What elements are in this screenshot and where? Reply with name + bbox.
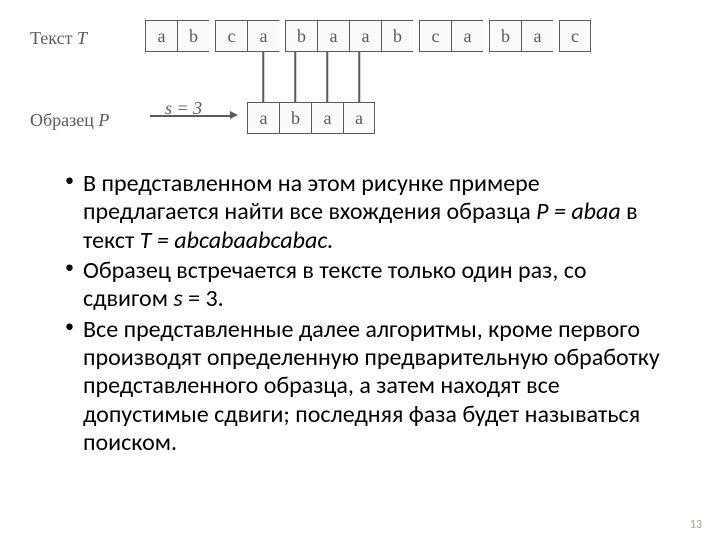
text-cell: c xyxy=(215,20,247,52)
text-T-label: Текст T xyxy=(30,28,87,49)
text-cell: a xyxy=(451,20,483,52)
string-match-diagram: Текст T Образец P s = 3 abcabaabcabac ab… xyxy=(30,10,690,160)
text-cell: b xyxy=(381,20,413,52)
pattern-cell: a xyxy=(311,102,343,134)
bullet-text: Образец встречается в тексте только один… xyxy=(83,256,587,313)
text-cell: b xyxy=(177,20,209,52)
connector-line xyxy=(279,52,311,102)
text-cell: a xyxy=(145,20,177,52)
pattern-cell: b xyxy=(279,102,311,134)
arrow-line xyxy=(150,115,230,117)
bullet-var: s xyxy=(173,284,182,313)
bullet-text: Все представленные далее алгоритмы, кром… xyxy=(83,315,660,457)
page-number: 13 xyxy=(690,518,702,532)
text-cell: b xyxy=(489,20,521,52)
text-cell: c xyxy=(559,20,591,52)
pattern-P-cells: abaa xyxy=(247,102,375,134)
pattern-cell: a xyxy=(343,102,375,134)
match-connectors xyxy=(247,52,375,102)
bullet-text: = 3. xyxy=(183,284,224,313)
connector-line xyxy=(343,52,375,102)
bullet-text: В представленном на этом рисунке примере… xyxy=(83,169,540,226)
connector-line xyxy=(247,52,279,102)
bullet-item: В представленном на этом рисунке примере… xyxy=(65,170,665,255)
pattern-label-word: Образец xyxy=(30,110,94,130)
pattern-cell: a xyxy=(247,102,279,134)
bullet-var: Т = abcabaabcabac. xyxy=(140,226,334,255)
text-cell: b xyxy=(285,20,317,52)
bullet-var: Р = abaa xyxy=(536,197,621,226)
text-cell: c xyxy=(419,20,451,52)
pattern-P-label: Образец P xyxy=(30,110,109,131)
text-cell: a xyxy=(317,20,349,52)
bullet-list: В представленном на этом рисунке примере… xyxy=(30,170,690,457)
bullet-item: Образец встречается в тексте только один… xyxy=(65,257,665,314)
slide: Текст T Образец P s = 3 abcabaabcabac ab… xyxy=(0,0,720,540)
connector-line xyxy=(311,52,343,102)
text-label-word: Текст xyxy=(30,28,72,48)
text-cell: a xyxy=(349,20,381,52)
text-cell: a xyxy=(521,20,553,52)
text-label-var: T xyxy=(77,28,87,48)
text-T-cells: abcabaabcabac xyxy=(145,20,591,52)
pattern-label-var: P xyxy=(98,110,109,130)
bullet-item: Все представленные далее алгоритмы, кром… xyxy=(65,316,665,458)
text-cell: a xyxy=(247,20,279,52)
shift-arrow xyxy=(150,115,238,116)
arrow-head-icon xyxy=(230,111,238,119)
